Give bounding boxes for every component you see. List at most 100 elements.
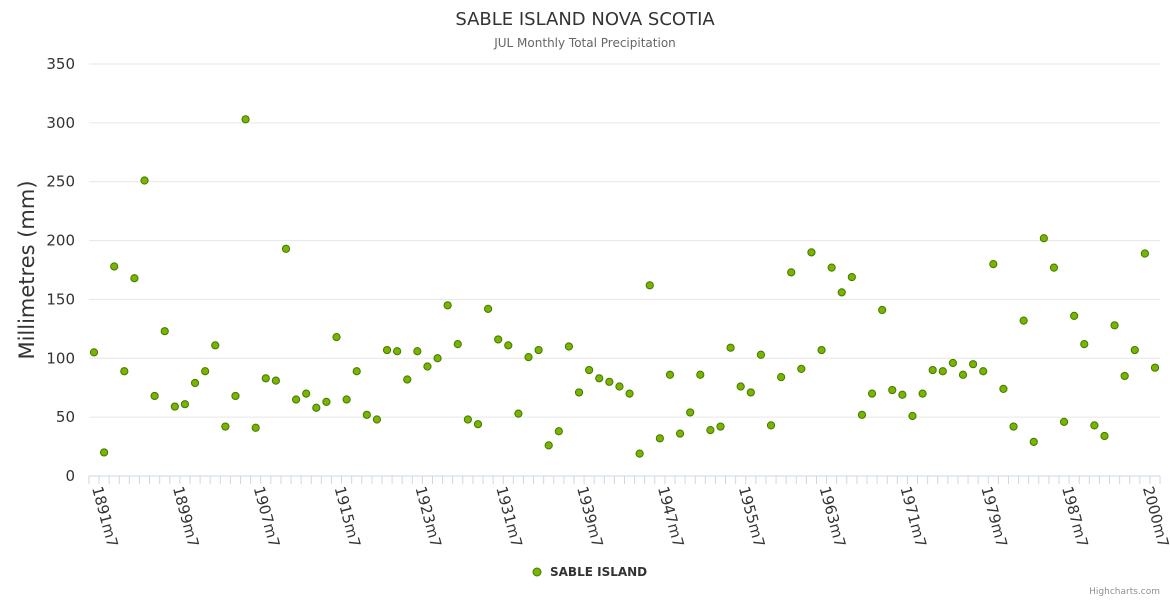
data-point[interactable]	[534, 345, 543, 355]
data-point[interactable]	[140, 176, 149, 185]
data-point[interactable]	[736, 382, 745, 391]
data-point[interactable]	[180, 400, 190, 409]
data-point[interactable]	[999, 384, 1008, 393]
data-point[interactable]	[1059, 417, 1069, 426]
data-point[interactable]	[726, 343, 735, 352]
data-point[interactable]	[615, 382, 624, 391]
data-point[interactable]	[857, 410, 867, 419]
data-point[interactable]	[302, 389, 311, 398]
data-point[interactable]	[928, 365, 937, 375]
data-point[interactable]	[1029, 437, 1038, 446]
data-point[interactable]	[473, 420, 483, 429]
data-point[interactable]	[393, 347, 402, 356]
data-point[interactable]	[847, 272, 856, 282]
data-point[interactable]	[130, 274, 139, 283]
data-point[interactable]	[1120, 371, 1129, 381]
data-point[interactable]	[787, 268, 796, 277]
data-point[interactable]	[827, 263, 836, 272]
data-point[interactable]	[554, 427, 563, 436]
data-point[interactable]	[777, 373, 786, 382]
data-point[interactable]	[938, 367, 947, 376]
data-point[interactable]	[655, 434, 664, 443]
data-point[interactable]	[1080, 340, 1089, 349]
data-point[interactable]	[625, 389, 634, 398]
data-point[interactable]	[574, 388, 584, 397]
data-point[interactable]	[463, 415, 472, 424]
data-point[interactable]	[696, 370, 705, 379]
data-point[interactable]	[1100, 431, 1109, 441]
data-point[interactable]	[595, 374, 604, 383]
data-point[interactable]	[150, 391, 159, 401]
data-point[interactable]	[807, 248, 816, 257]
data-point[interactable]	[1049, 263, 1059, 272]
data-point[interactable]	[1039, 234, 1048, 243]
data-point[interactable]	[1009, 422, 1018, 431]
legend[interactable]: SABLE ISLAND	[532, 565, 647, 579]
data-point[interactable]	[201, 367, 210, 376]
data-point[interactable]	[989, 260, 998, 269]
data-point[interactable]	[504, 341, 513, 350]
data-point[interactable]	[888, 385, 897, 395]
data-point[interactable]	[544, 441, 553, 450]
data-point[interactable]	[969, 360, 978, 369]
data-point[interactable]	[797, 364, 806, 373]
data-point[interactable]	[645, 281, 654, 290]
data-point[interactable]	[332, 332, 341, 342]
data-point[interactable]	[382, 345, 392, 355]
data-point[interactable]	[514, 409, 523, 418]
data-point[interactable]	[271, 376, 280, 385]
data-point[interactable]	[443, 301, 452, 310]
data-point[interactable]	[635, 449, 644, 458]
data-point[interactable]	[352, 367, 361, 376]
data-point[interactable]	[1019, 316, 1028, 325]
data-point[interactable]	[1150, 363, 1160, 372]
data-point[interactable]	[716, 422, 725, 431]
data-point[interactable]	[1130, 345, 1139, 355]
data-point[interactable]	[867, 389, 877, 398]
data-point[interactable]	[585, 365, 594, 375]
data-point[interactable]	[322, 397, 331, 406]
data-point[interactable]	[605, 377, 614, 386]
data-point[interactable]	[342, 395, 351, 404]
credits-link[interactable]: Highcharts.com	[1089, 587, 1160, 597]
data-point[interactable]	[979, 367, 988, 376]
data-point[interactable]	[362, 410, 371, 419]
data-point[interactable]	[1090, 421, 1099, 430]
data-point[interactable]	[261, 374, 270, 383]
legend-item-label[interactable]: SABLE ISLAND	[550, 565, 647, 579]
data-point[interactable]	[120, 367, 129, 376]
data-point[interactable]	[190, 378, 200, 388]
data-point[interactable]	[524, 353, 533, 362]
data-point[interactable]	[746, 388, 755, 397]
data-point[interactable]	[231, 391, 240, 401]
data-point[interactable]	[251, 423, 260, 432]
data-point[interactable]	[878, 305, 887, 315]
data-point[interactable]	[918, 389, 927, 398]
data-point[interactable]	[908, 411, 917, 421]
data-point[interactable]	[1070, 311, 1079, 321]
data-point[interactable]	[766, 421, 776, 430]
data-point[interactable]	[706, 425, 715, 435]
data-point[interactable]	[675, 429, 685, 438]
data-point[interactable]	[160, 327, 169, 336]
data-point[interactable]	[665, 370, 675, 379]
data-point[interactable]	[1140, 249, 1149, 258]
data-point[interactable]	[837, 288, 846, 297]
data-point[interactable]	[948, 358, 958, 368]
data-point[interactable]	[958, 370, 968, 379]
data-point[interactable]	[211, 341, 220, 350]
data-point[interactable]	[110, 262, 119, 271]
data-point[interactable]	[453, 340, 462, 349]
data-point[interactable]	[423, 362, 432, 371]
data-point[interactable]	[898, 390, 907, 399]
data-point[interactable]	[291, 395, 301, 404]
data-point[interactable]	[221, 422, 230, 431]
data-point[interactable]	[564, 342, 574, 351]
data-point[interactable]	[483, 304, 493, 313]
data-point[interactable]	[413, 347, 422, 356]
data-point[interactable]	[281, 244, 291, 253]
data-point[interactable]	[89, 348, 99, 357]
data-point[interactable]	[372, 415, 382, 424]
data-point[interactable]	[100, 448, 109, 457]
data-point[interactable]	[494, 335, 503, 344]
